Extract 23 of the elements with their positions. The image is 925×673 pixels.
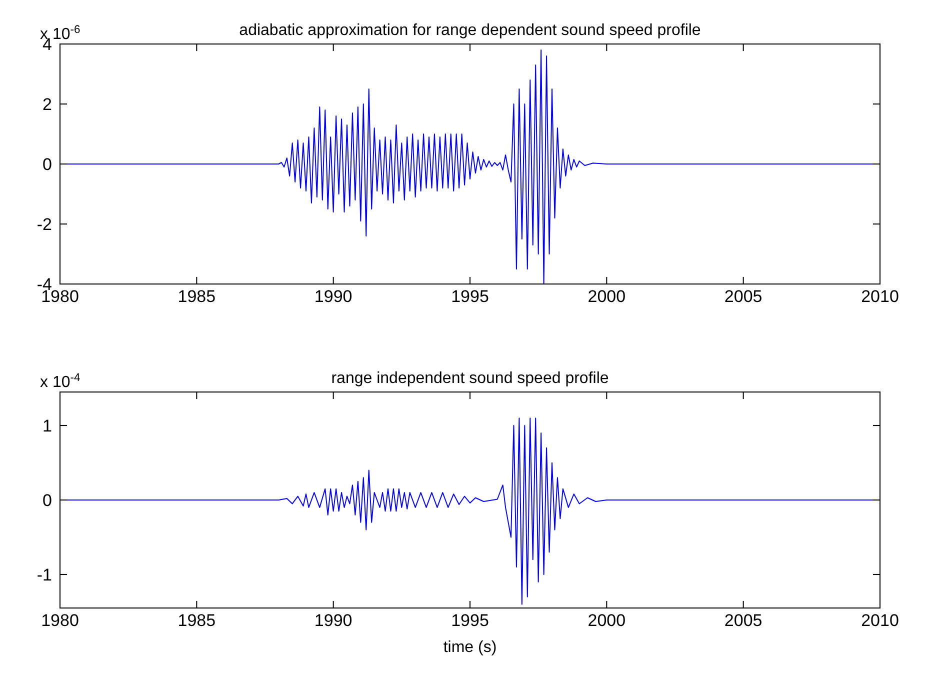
x-tick-label: 1985	[178, 287, 216, 306]
x-tick-label: 1980	[41, 611, 79, 630]
x-tick-label: 1995	[451, 611, 489, 630]
x-tick-label: 1990	[314, 287, 352, 306]
y-tick-label: -2	[36, 215, 52, 234]
y-tick-label: 0	[42, 491, 52, 510]
x-tick-label: 2005	[724, 611, 762, 630]
x-tick-label: 1995	[451, 287, 489, 306]
chart-title: adiabatic approximation for range dependent sound speed profile	[239, 22, 701, 39]
y-tick-label: 2	[42, 95, 52, 114]
chart-title: range independent sound speed profile	[331, 370, 609, 387]
x-tick-label: 2000	[588, 287, 626, 306]
text: x 10$^{-4}$	[40, 372, 80, 391]
x-tick-label: 1990	[314, 611, 352, 630]
x-axis-title: time (s)	[443, 639, 497, 656]
x-tick-label: 1985	[178, 611, 216, 630]
y-tick-label: 1	[42, 416, 52, 436]
x-tick-label: 2010	[861, 611, 899, 630]
x-tick-label: 2000	[588, 611, 626, 630]
y-tick-label: 0	[42, 155, 52, 174]
y-tick-label: -1	[36, 565, 52, 584]
x-tick-label: 2005	[724, 287, 762, 306]
x-tick-label: 2010	[861, 287, 899, 306]
